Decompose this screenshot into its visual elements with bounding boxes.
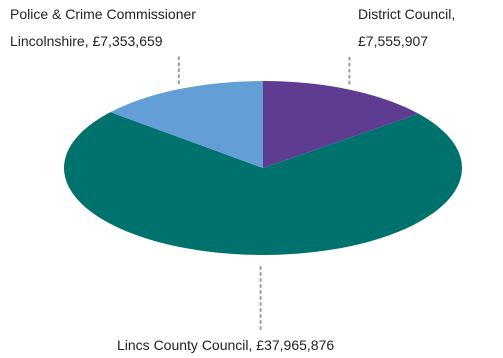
pie-slice-lincs-county-council bbox=[64, 112, 463, 256]
leader-lines bbox=[177, 55, 351, 331]
label-district-council-line2: £7,555,907 bbox=[358, 33, 428, 49]
pie-slice-district-council bbox=[263, 81, 419, 168]
label-police-crime-commissioner-line1: Police & Crime Commissioner bbox=[10, 6, 196, 22]
label-district-council-line1: District Council, bbox=[358, 6, 455, 22]
label-lincs-county-council: Lincs County Council, £37,965,876 bbox=[117, 337, 334, 353]
label-police-crime-commissioner-line2: Lincolnshire, £7,353,659 bbox=[10, 33, 163, 49]
pie-slice-police-crime-commissioner bbox=[110, 81, 263, 168]
pie-slices bbox=[64, 81, 463, 256]
